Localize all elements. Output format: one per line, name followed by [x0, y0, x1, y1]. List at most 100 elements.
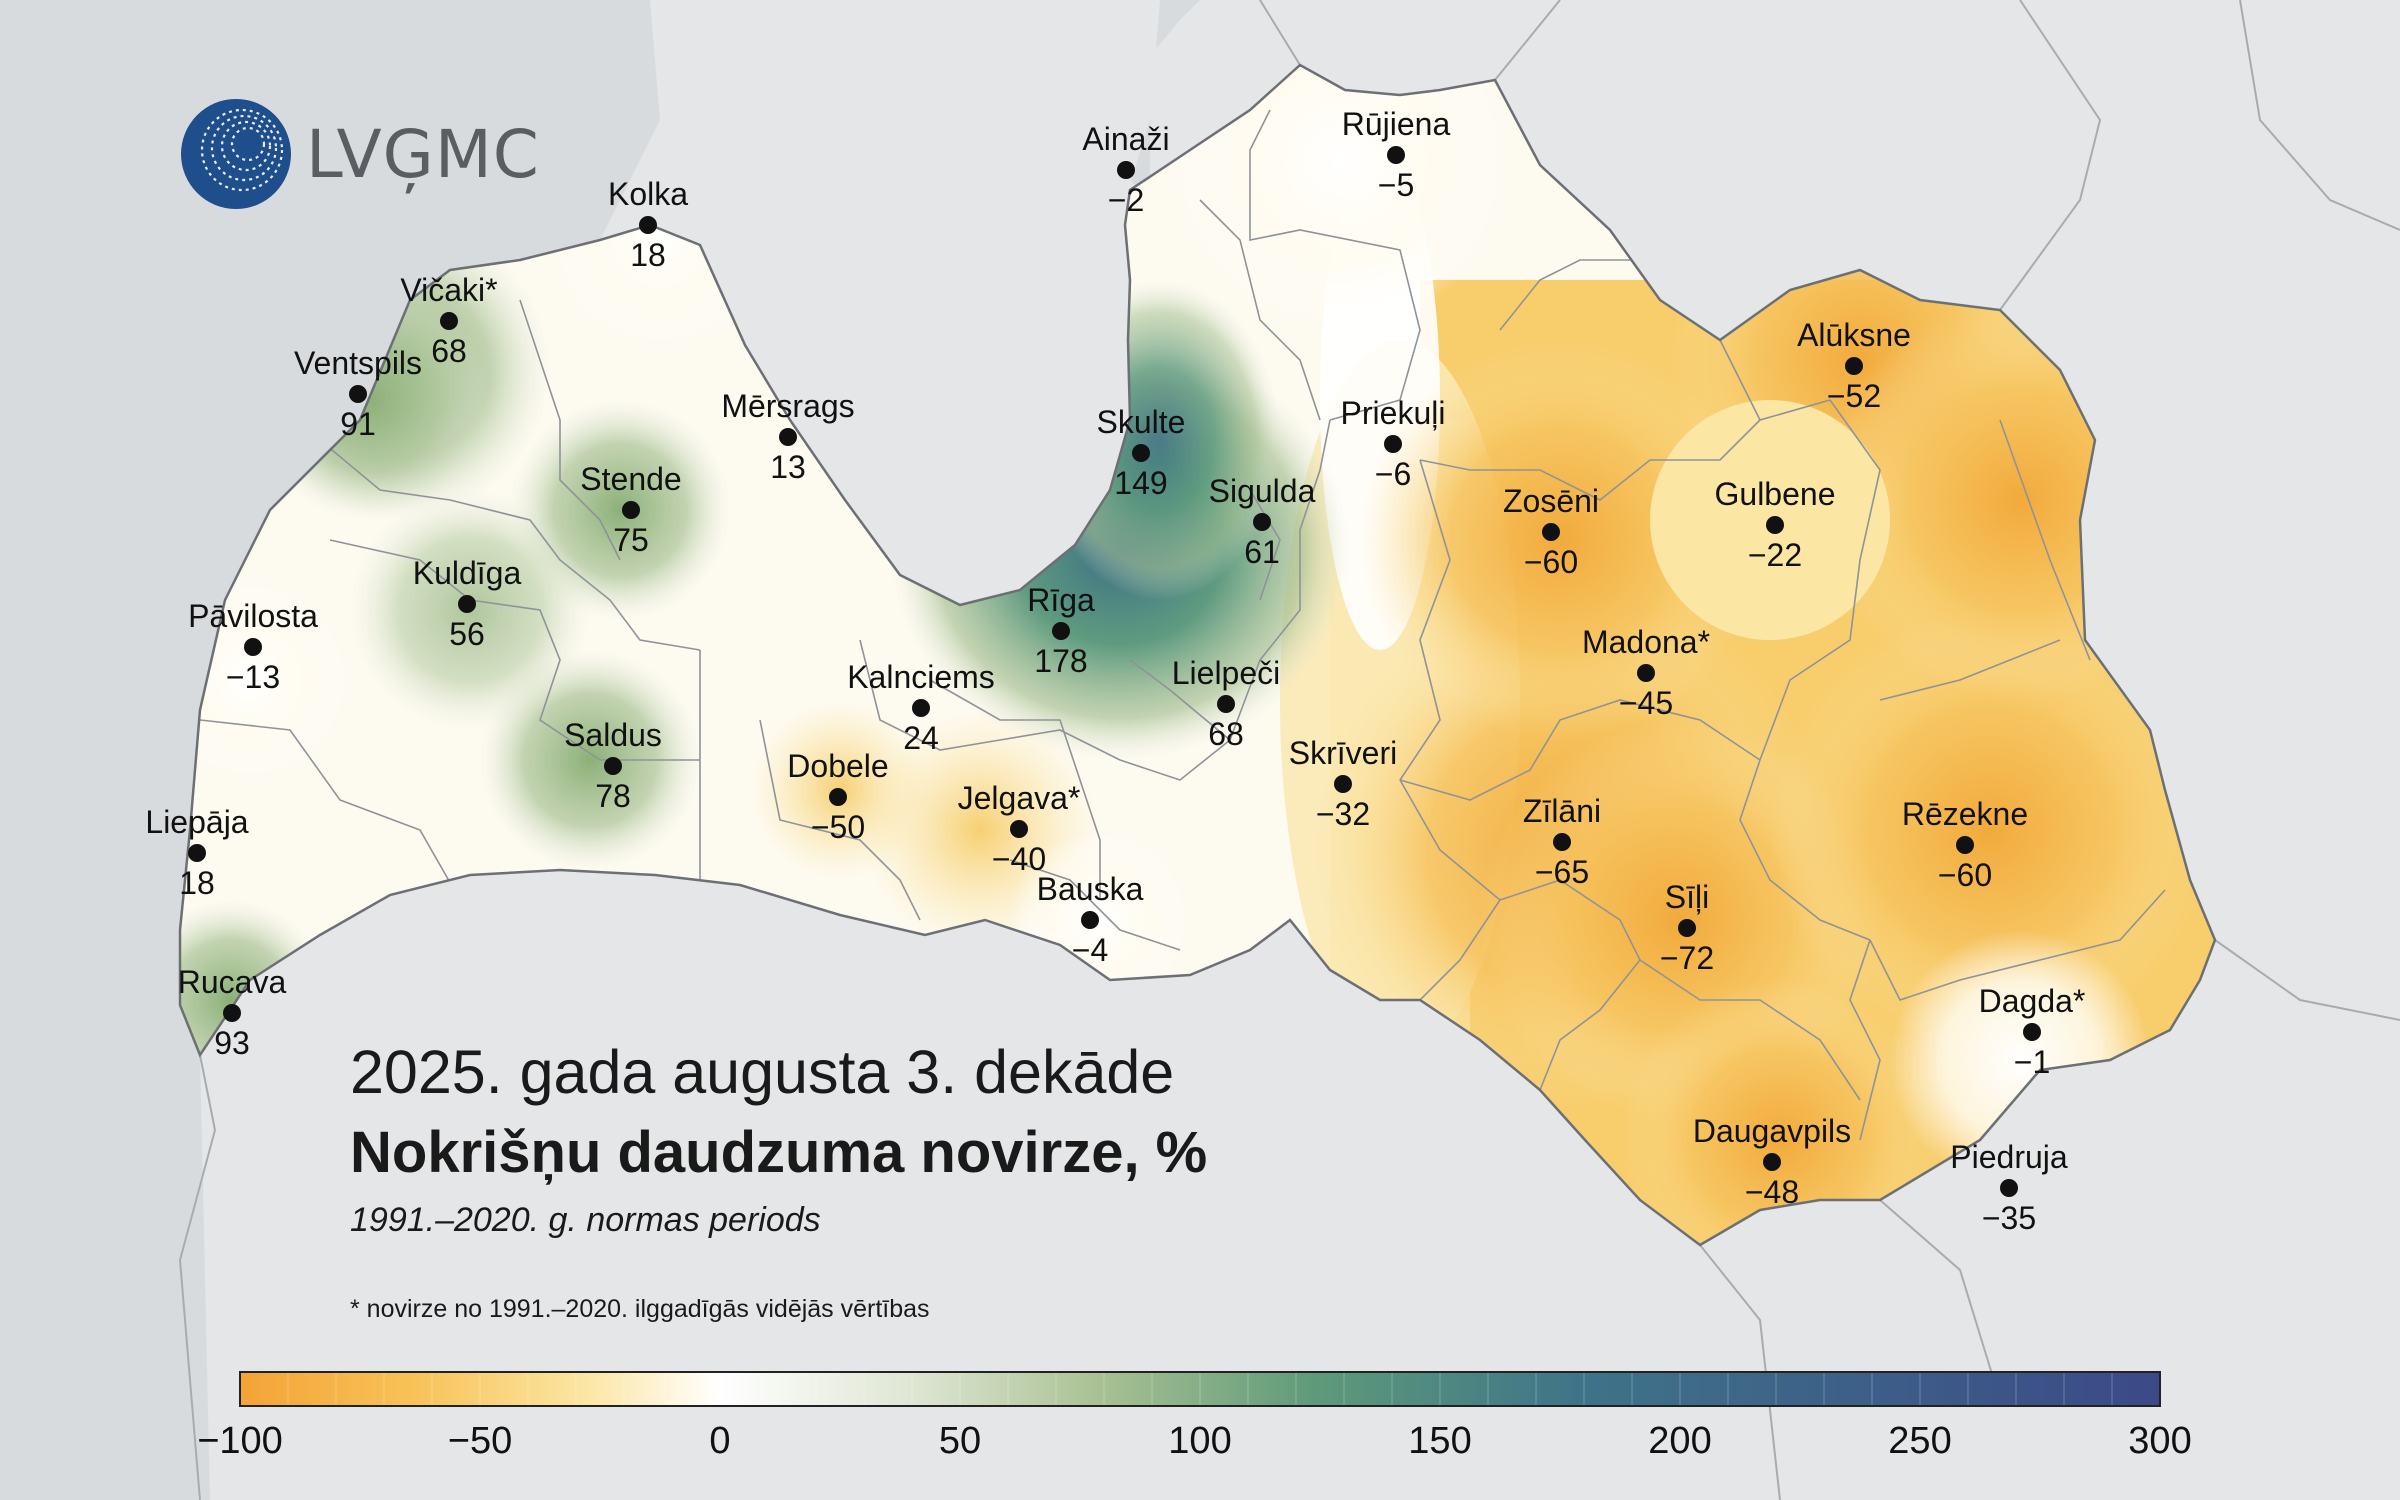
- map-subtitle: Nokrišņu daudzuma novirze, %: [350, 1120, 1208, 1185]
- station-name: Zosēni: [1502, 483, 1600, 519]
- station-dot-icon: [1052, 622, 1070, 640]
- station-value: −2: [1107, 182, 1145, 218]
- station-value: 56: [449, 616, 485, 652]
- station-value: −32: [1315, 796, 1371, 832]
- legend-tick-label: 100: [1168, 1420, 1232, 1462]
- title-block: 2025. gada augusta 3. dekāde Nokrišņu da…: [350, 1032, 1207, 1246]
- station-dot-icon: [1766, 516, 1784, 534]
- station-name: Liepāja: [145, 804, 249, 840]
- estonia-coast: [1075, 0, 1160, 290]
- baltic-sea: [0, 0, 660, 1500]
- station-dot-icon: [829, 788, 847, 806]
- station-dot-icon: [349, 385, 367, 403]
- station-dot-icon: [1117, 161, 1135, 179]
- station-value: −65: [1534, 854, 1590, 890]
- station-name: Rūjiena: [1341, 106, 1451, 142]
- station-value: −60: [1937, 857, 1993, 893]
- station-dot-icon: [912, 699, 930, 717]
- station-dot-icon: [1553, 833, 1571, 851]
- station-dot-icon: [1384, 435, 1402, 453]
- station-name: Sigulda: [1208, 473, 1316, 509]
- station-name: Kolka: [607, 176, 689, 212]
- legend-tick-label: −100: [197, 1420, 283, 1462]
- station-value: −72: [1659, 940, 1715, 976]
- station-name: Piedruja: [1950, 1139, 2068, 1175]
- station-dot-icon: [1081, 911, 1099, 929]
- neighbor-borders: [178, 0, 2400, 1500]
- station-dot-icon: [1542, 523, 1560, 541]
- station-name: Kalnciems: [847, 659, 995, 695]
- station-name: Zīlāni: [1522, 793, 1602, 829]
- station-name: Stende: [580, 461, 682, 497]
- station-value: 93: [214, 1025, 250, 1061]
- station-name: Skrīveri: [1288, 735, 1398, 771]
- station-name: Kuldīga: [412, 555, 522, 591]
- station-name: Pāvilosta: [188, 598, 318, 634]
- station-value: 149: [1114, 465, 1168, 501]
- station-value: 18: [630, 237, 666, 273]
- legend-tick-label: 150: [1408, 1420, 1472, 1462]
- station-dot-icon: [1253, 513, 1271, 531]
- logo-text: LVĢMC: [306, 115, 540, 193]
- station-name: Alūksne: [1797, 317, 1911, 353]
- station-value: −50: [810, 809, 866, 845]
- station-name: Vičaki*: [400, 272, 498, 308]
- station-value: 24: [903, 720, 939, 756]
- station-dot-icon: [604, 757, 622, 775]
- station-name: Ainaži: [1082, 121, 1170, 157]
- station-name: Jelgava*: [957, 780, 1081, 816]
- station-name: Sīļi: [1664, 879, 1710, 915]
- norm-period: 1991.–2020. g. normas periods: [350, 1201, 821, 1239]
- map-title: 2025. gada augusta 3. dekāde: [350, 1038, 1175, 1106]
- station-dot-icon: [2023, 1023, 2041, 1041]
- station-dot-icon: [1637, 664, 1655, 682]
- station-dot-icon: [188, 844, 206, 862]
- station-value: 75: [613, 522, 649, 558]
- legend-tick-label: 300: [2128, 1420, 2192, 1462]
- station-value: −1: [2013, 1044, 2051, 1080]
- station-name: Dobele: [787, 748, 889, 784]
- station-dot-icon: [622, 501, 640, 519]
- station-value: 91: [340, 406, 376, 442]
- station-name: Priekuļi: [1340, 395, 1446, 431]
- municipality-borders: [199, 109, 2166, 1141]
- footnote: * novirze no 1991.–2020. ilggadīgās vidē…: [350, 1295, 930, 1323]
- station-dot-icon: [639, 216, 657, 234]
- station-dot-icon: [1845, 357, 1863, 375]
- station-dot-icon: [779, 428, 797, 446]
- station-name: Saldus: [564, 717, 662, 753]
- station-value: 78: [595, 778, 631, 814]
- station-value: −60: [1523, 544, 1579, 580]
- lvgmc-globe-icon: [181, 99, 291, 209]
- station-dot-icon: [1334, 775, 1352, 793]
- station-value: −48: [1744, 1174, 1800, 1210]
- station-value: 18: [179, 865, 215, 901]
- station-dot-icon: [223, 1004, 241, 1022]
- station-value: 61: [1244, 534, 1280, 570]
- station-name: Rucava: [177, 964, 287, 1000]
- logo: LVĢMC: [180, 98, 540, 210]
- station-name: Rēzekne: [1901, 796, 2029, 832]
- station-name: Mērsrags: [721, 388, 855, 424]
- station-name: Rīga: [1027, 582, 1095, 618]
- station-dot-icon: [1763, 1153, 1781, 1171]
- station-dot-icon: [440, 312, 458, 330]
- station-value: −22: [1747, 537, 1803, 573]
- station-value: 68: [1208, 716, 1244, 752]
- station-dot-icon: [458, 595, 476, 613]
- station-name: Daugavpils: [1692, 1113, 1852, 1149]
- station-dot-icon: [1132, 444, 1150, 462]
- station-dot-icon: [1217, 695, 1235, 713]
- legend-tick-label: −50: [447, 1420, 513, 1462]
- station-dot-icon: [2000, 1179, 2018, 1197]
- legend-bar: [239, 1371, 2161, 1407]
- station-name: Gulbene: [1714, 476, 1836, 512]
- station-value: −45: [1618, 685, 1674, 721]
- station-dot-icon: [1678, 919, 1696, 937]
- station-value: −6: [1374, 456, 1412, 492]
- station-value: 13: [770, 449, 806, 485]
- legend-tick-label: 200: [1648, 1420, 1712, 1462]
- station-name: Bauska: [1036, 871, 1144, 907]
